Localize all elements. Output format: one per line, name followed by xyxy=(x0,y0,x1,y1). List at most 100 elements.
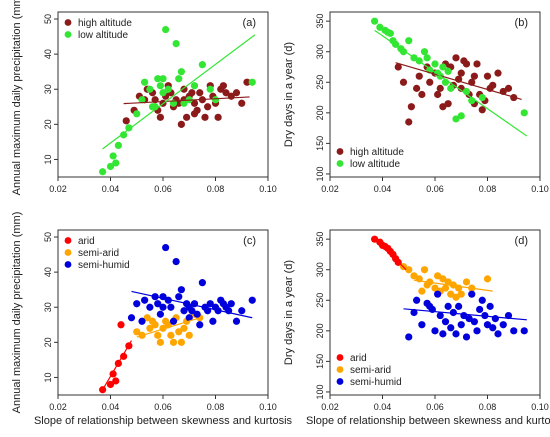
point-high-altitude xyxy=(175,99,183,107)
point-semi-arid xyxy=(452,293,460,301)
point-semi-humid xyxy=(499,321,507,329)
legend-label-high-altitude: high altitude xyxy=(78,18,132,29)
y-tick-label: 150 xyxy=(315,136,325,151)
y-tick-label: 30 xyxy=(43,84,53,94)
legend-marker-semi-humid xyxy=(336,378,344,385)
point-high-altitude xyxy=(415,72,423,80)
point-semi-arid xyxy=(457,290,465,298)
legend-label-semi-humid: semi-humid xyxy=(350,377,402,388)
point-semi-humid xyxy=(227,300,235,308)
y-tick-label: 350 xyxy=(315,232,325,247)
point-low-altitude xyxy=(198,61,206,69)
point-semi-arid xyxy=(180,324,188,332)
point-low-altitude xyxy=(371,17,379,25)
point-low-altitude xyxy=(452,115,460,123)
point-low-altitude xyxy=(420,48,429,56)
point-high-altitude xyxy=(457,84,465,92)
x-tick-label: 0.02 xyxy=(321,184,339,194)
x-tick-label: 0.02 xyxy=(321,402,339,412)
data-layer xyxy=(371,17,528,137)
y-tick-label: 150 xyxy=(315,354,325,369)
x-tick-label: 0.08 xyxy=(207,402,225,412)
y-axis-label: Annual maximum daily precipitation (mm) xyxy=(11,212,23,414)
point-low-altitude xyxy=(156,82,164,90)
point-semi-humid xyxy=(465,315,473,323)
point-low-altitude xyxy=(114,141,122,150)
point-semi-humid xyxy=(510,327,518,335)
point-semi-humid xyxy=(141,296,149,304)
point-low-altitude xyxy=(175,75,183,83)
trend-line-semi-arid xyxy=(413,279,493,292)
x-tick-label: 0.10 xyxy=(259,184,277,194)
point-low-altitude xyxy=(457,112,465,120)
point-semi-humid xyxy=(483,321,492,329)
point-low-altitude xyxy=(172,39,180,48)
panel-1: 0.02 0.04 0.06 0.08 0.10 100 150 200 250 300 350 Dr… xyxy=(283,11,549,194)
point-semi-humid xyxy=(185,314,193,322)
point-semi-humid xyxy=(478,296,486,304)
x-axis-label: Slope of relationship between skewness a… xyxy=(306,415,550,427)
legend-marker-arid xyxy=(336,354,344,361)
point-semi-humid xyxy=(418,321,426,329)
point-semi-humid xyxy=(167,303,175,311)
point-arid xyxy=(106,380,115,389)
point-semi-arid xyxy=(483,275,492,283)
point-semi-humid xyxy=(436,311,444,320)
point-semi-humid xyxy=(473,327,481,335)
y-tick-label: 300 xyxy=(315,262,325,277)
point-semi-arid xyxy=(167,331,175,339)
y-tick-label: 200 xyxy=(315,323,325,338)
panel-0: 0.02 0.04 0.06 0.08 0.10 10 20 30 40 50 Annual max… xyxy=(11,0,277,195)
point-low-altitude xyxy=(125,124,133,132)
point-high-altitude xyxy=(190,110,199,118)
x-tick-label: 0.04 xyxy=(374,184,392,194)
point-high-altitude xyxy=(434,90,442,99)
point-semi-humid xyxy=(188,307,196,315)
point-high-altitude xyxy=(183,113,191,121)
legend-marker-semi-arid xyxy=(336,366,344,373)
point-high-altitude xyxy=(413,84,421,92)
x-tick-label: 0.02 xyxy=(49,402,67,412)
point-semi-arid xyxy=(420,266,429,274)
panel-3: 0.02 0.04 0.06 0.08 0.10 100 150 200 250 300 350 Dr… xyxy=(283,229,550,427)
point-low-altitude xyxy=(423,54,431,62)
point-low-altitude xyxy=(386,29,394,37)
point-semi-arid xyxy=(462,278,471,286)
point-low-altitude xyxy=(444,67,452,75)
point-semi-arid xyxy=(441,284,450,292)
point-high-altitude xyxy=(473,60,481,68)
x-tick-label: 0.04 xyxy=(102,184,120,194)
point-semi-humid xyxy=(455,302,463,310)
point-low-altitude xyxy=(133,110,141,118)
point-high-altitude xyxy=(190,99,199,107)
point-high-altitude xyxy=(418,90,426,99)
point-semi-arid xyxy=(151,321,159,329)
point-high-altitude xyxy=(504,84,513,92)
point-high-altitude xyxy=(219,82,227,90)
point-semi-humid xyxy=(462,333,471,341)
y-axis-label: Dry days in a year (d) xyxy=(283,260,295,365)
point-semi-humid xyxy=(476,305,484,314)
point-semi-humid xyxy=(520,327,528,335)
point-high-altitude xyxy=(177,120,185,128)
y-tick-label: 10 xyxy=(43,372,53,382)
point-low-altitude xyxy=(211,96,220,104)
x-tick-label: 0.04 xyxy=(102,402,120,412)
y-tick-label: 40 xyxy=(43,49,53,59)
point-semi-arid xyxy=(154,331,162,339)
point-semi-humid xyxy=(193,310,201,318)
point-low-altitude xyxy=(154,75,162,83)
point-arid xyxy=(117,321,125,329)
legend-marker-low-altitude xyxy=(336,160,344,167)
y-tick-label: 300 xyxy=(315,44,325,59)
point-semi-humid xyxy=(449,308,457,317)
legend-label-semi-arid: semi-arid xyxy=(78,248,119,259)
y-axis-label: Annual maximum daily precipitation (mm) xyxy=(11,0,23,195)
point-semi-arid xyxy=(133,328,141,336)
point-semi-arid xyxy=(185,331,193,339)
point-semi-humid xyxy=(447,324,455,332)
y-tick-label: 20 xyxy=(43,119,53,129)
point-semi-humid xyxy=(162,243,170,252)
point-low-altitude xyxy=(138,96,146,104)
point-semi-humid xyxy=(457,321,465,329)
